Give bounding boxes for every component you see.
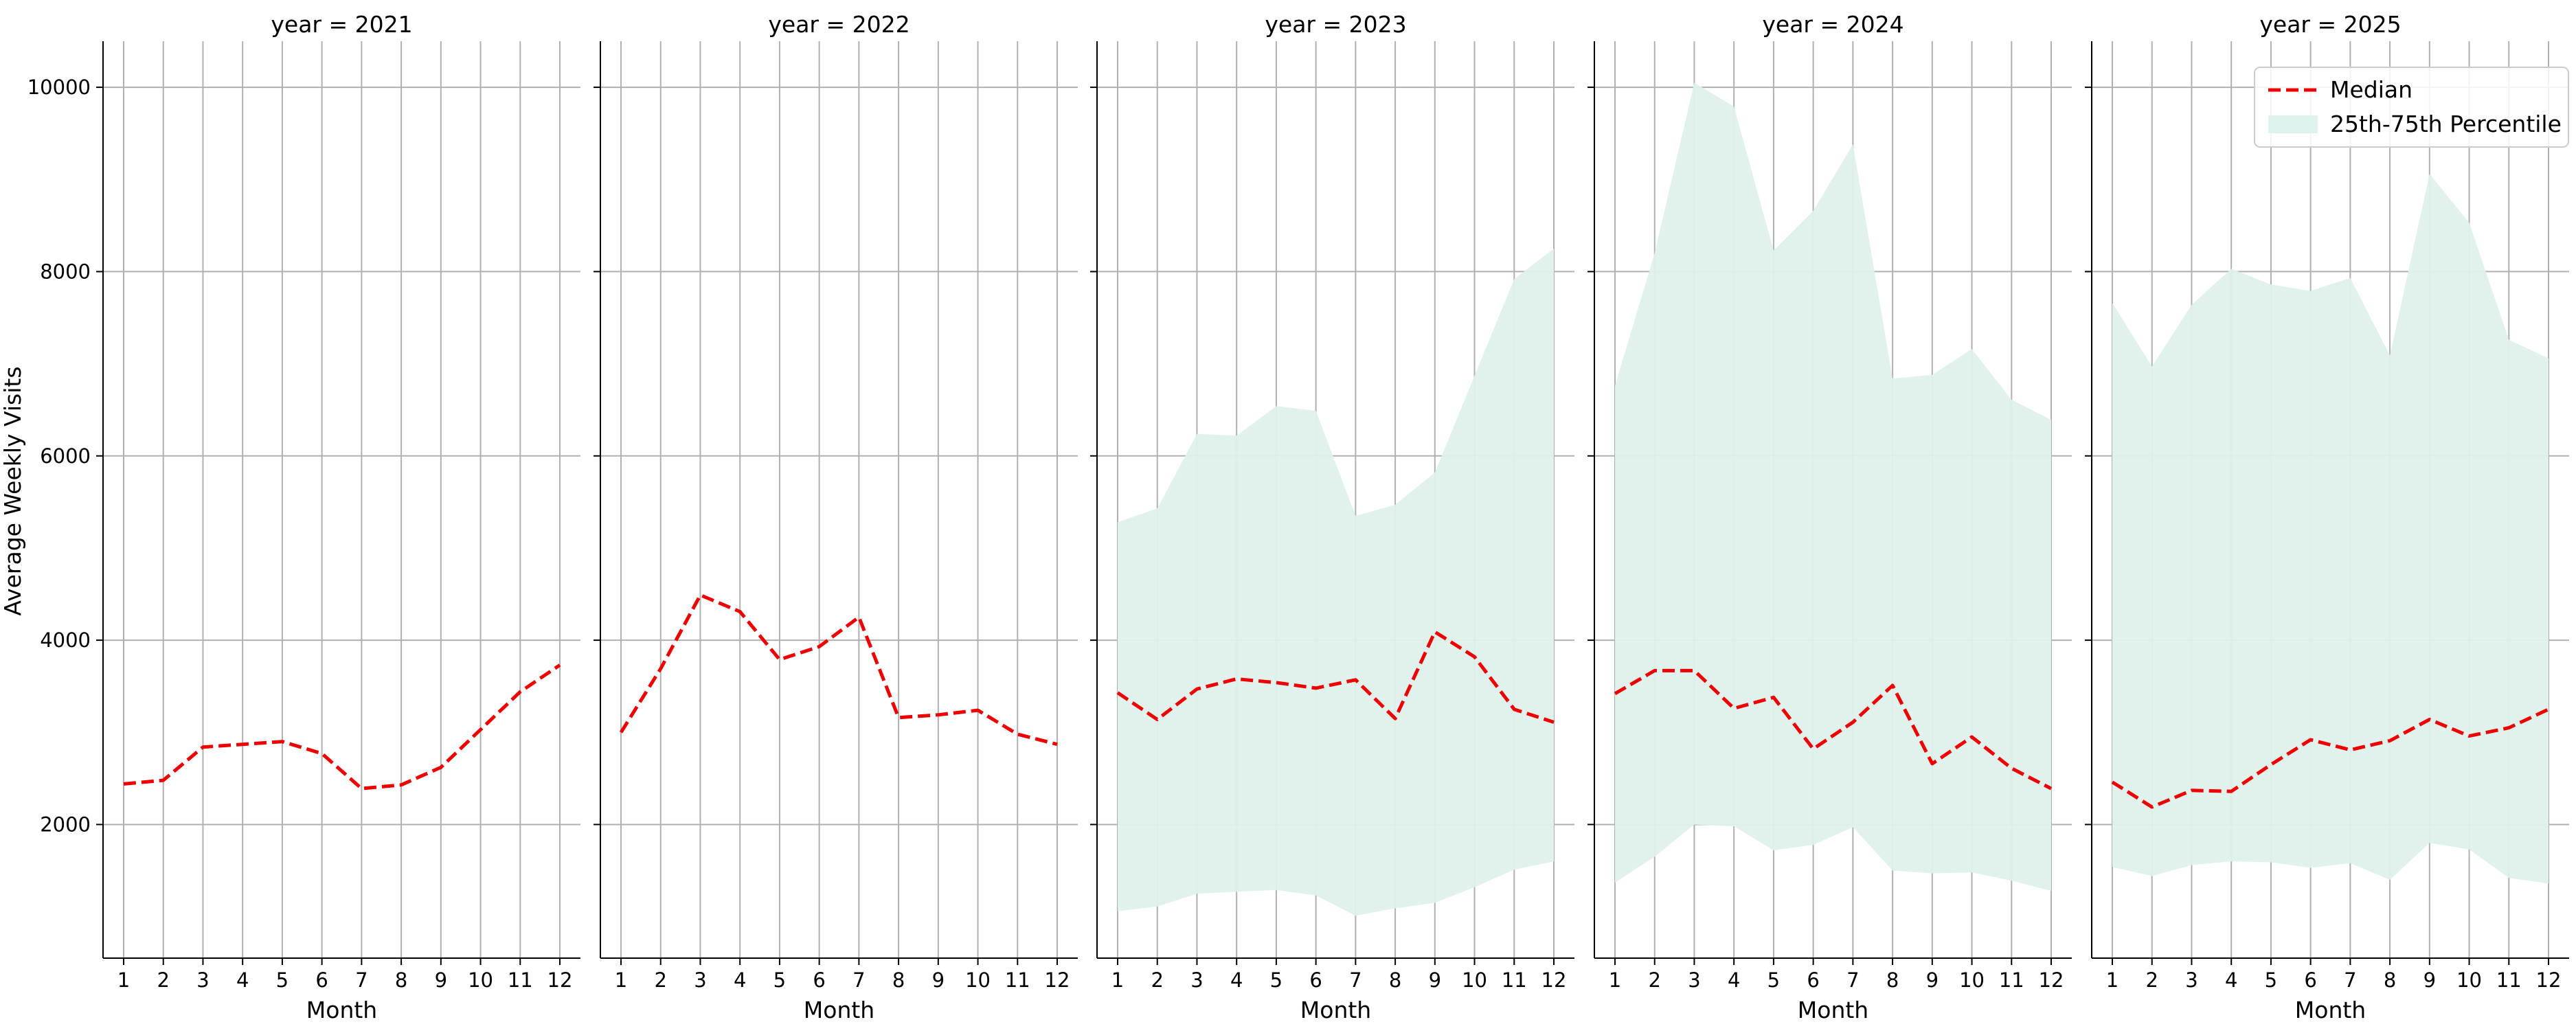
x-tick-label: 7 [1846,968,1859,992]
legend-box [2254,67,2569,148]
x-tick-label: 2 [655,968,667,992]
x-tick-label: 6 [2304,968,2316,992]
x-tick-label: 5 [1270,968,1283,992]
median-line [619,593,1058,747]
x-tick-label: 8 [892,968,905,992]
x-tick-label: 7 [1349,968,1362,992]
x-tick-label: 10 [468,968,493,992]
x-tick-label: 1 [1111,968,1124,992]
percentile-band [1615,82,2051,892]
x-axis-title: Month [804,997,874,1023]
y-tick-label: 8000 [40,260,91,283]
x-tick-label: 7 [852,968,865,992]
x-tick-label: 3 [2185,968,2197,992]
x-tick-label: 11 [1999,968,2024,992]
x-tick-label: 12 [547,968,573,992]
panel-title: year = 2024 [1762,11,1903,38]
x-tick-label: 12 [1541,968,1567,992]
x-tick-label: 5 [276,968,289,992]
percentile-band [1118,248,1554,916]
x-tick-label: 6 [315,968,328,992]
x-tick-label: 10 [1959,968,1985,992]
x-tick-label: 5 [2265,968,2277,992]
x-tick-label: 10 [2456,968,2482,992]
x-tick-label: 10 [1462,968,1487,992]
x-tick-label: 9 [435,968,447,992]
x-axis-title: Month [1300,997,1371,1023]
x-tick-label: 2 [2146,968,2158,992]
x-tick-label: 11 [1005,968,1030,992]
median-line [2111,707,2550,809]
x-tick-label: 1 [2106,968,2119,992]
x-tick-label: 6 [1309,968,1322,992]
y-tick-label: 10000 [27,76,91,99]
x-tick-label: 4 [1230,968,1243,992]
x-tick-label: 12 [1045,968,1070,992]
x-axis-title: Month [306,997,377,1023]
median-line [1116,630,1555,724]
legend-label: 25th-75th Percentile [2330,111,2562,137]
x-axis-title: Month [1798,997,1868,1023]
percentile-band [2112,174,2549,884]
x-tick-label: 9 [1926,968,1939,992]
x-tick-label: 11 [2496,968,2522,992]
x-tick-label: 4 [734,968,746,992]
x-tick-label: 2 [1649,968,1661,992]
x-tick-label: 8 [1389,968,1401,992]
y-tick-label: 4000 [40,628,91,652]
x-tick-label: 12 [2536,968,2562,992]
x-tick-label: 1 [1609,968,1621,992]
x-tick-label: 11 [508,968,533,992]
x-tick-label: 5 [773,968,786,992]
x-tick-label: 4 [236,968,249,992]
legend-label: Median [2330,76,2413,103]
x-tick-label: 1 [615,968,627,992]
x-tick-label: 6 [813,968,825,992]
x-tick-label: 3 [1688,968,1700,992]
median-line [1614,668,2053,791]
x-tick-label: 8 [395,968,407,992]
x-tick-label: 2 [157,968,170,992]
x-tick-label: 9 [932,968,945,992]
median-line [123,663,561,791]
panel-title: year = 2022 [768,11,909,38]
x-tick-label: 2 [1151,968,1164,992]
x-tick-label: 7 [355,968,368,992]
x-tick-label: 4 [2225,968,2237,992]
x-tick-label: 11 [1502,968,1527,992]
x-tick-label: 3 [1190,968,1203,992]
x-tick-label: 8 [2384,968,2396,992]
y-tick-label: 6000 [40,444,91,468]
x-tick-label: 5 [1767,968,1780,992]
panel-title: year = 2023 [1265,11,1406,38]
x-tick-label: 1 [117,968,130,992]
y-axis-title: Average Weekly Visits [0,366,26,615]
x-tick-label: 4 [1728,968,1740,992]
x-axis-title: Month [2295,997,2366,1023]
x-tick-label: 12 [2039,968,2064,992]
legend: Median 25th-75th Percentile [2254,67,2569,148]
x-tick-label: 3 [694,968,706,992]
x-tick-label: 7 [2344,968,2356,992]
x-tick-label: 9 [1429,968,1441,992]
x-tick-label: 9 [2424,968,2436,992]
x-tick-label: 10 [965,968,991,992]
x-tick-label: 3 [196,968,209,992]
y-tick-label: 2000 [40,813,91,836]
x-tick-label: 6 [1807,968,1819,992]
legend-band-swatch [2268,115,2318,133]
x-tick-label: 8 [1886,968,1899,992]
panel-title: year = 2025 [2259,11,2401,38]
panel-title: year = 2021 [271,11,412,38]
